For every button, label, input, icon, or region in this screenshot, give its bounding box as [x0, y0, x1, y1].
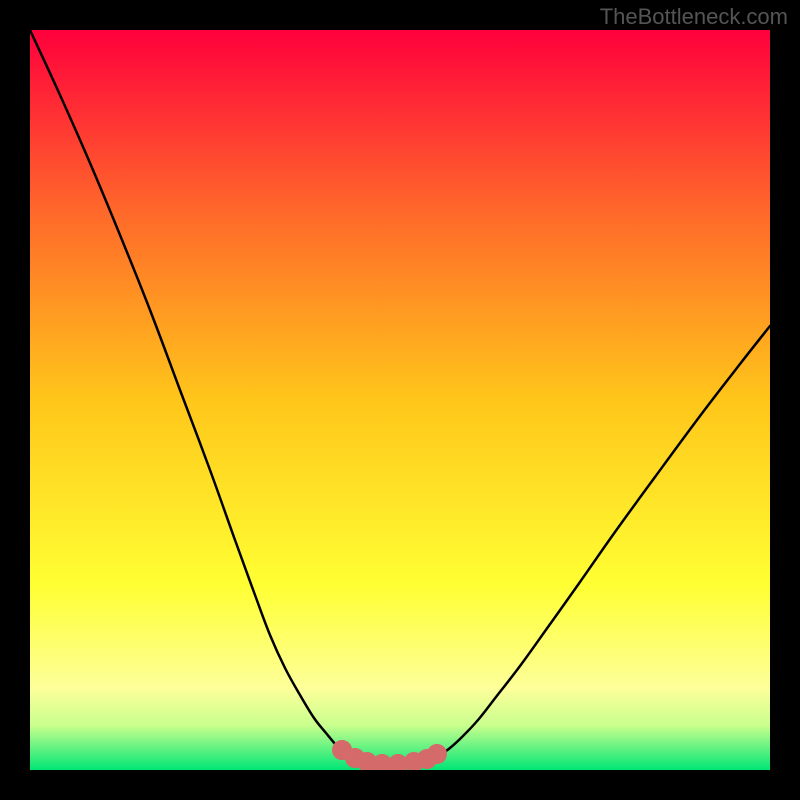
chart-svg — [0, 0, 800, 800]
outer-frame: TheBottleneck.com — [0, 0, 800, 800]
bottleneck-curve — [30, 30, 770, 765]
curve-marker — [428, 745, 447, 764]
watermark-text: TheBottleneck.com — [600, 4, 788, 30]
